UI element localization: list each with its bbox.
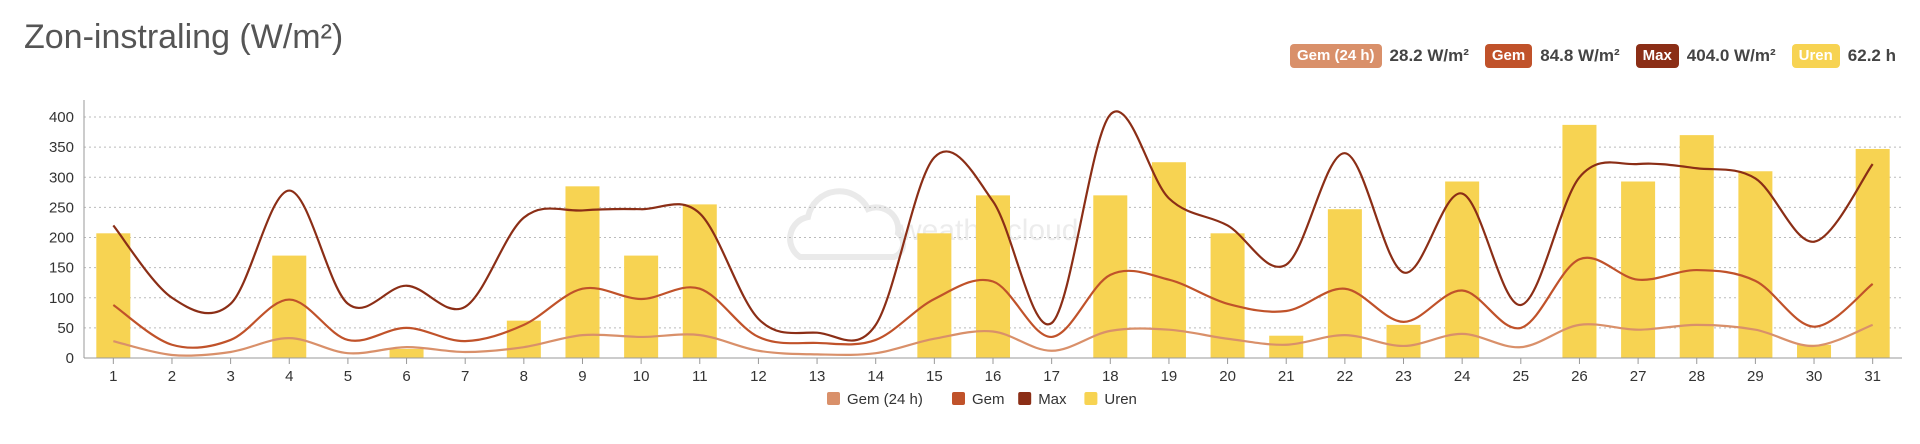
summary-badge-uren: Uren: [1791, 44, 1840, 68]
legend-item[interactable]: Uren: [1084, 391, 1137, 408]
summary-badge-gem: Gem: [1484, 44, 1533, 68]
y-tick-label: 200: [49, 230, 74, 247]
bar-uren: [565, 186, 600, 358]
y-tick-label: 250: [49, 199, 74, 216]
x-tick-label: 7: [461, 368, 469, 385]
x-tick-label: 2: [168, 368, 176, 385]
legend-swatch: [1084, 392, 1098, 405]
bar-uren: [506, 320, 541, 358]
y-tick-label: 150: [49, 260, 74, 277]
x-tick-label: 6: [402, 368, 410, 385]
summary-gem24: Gem (24 h) 28.2 W/m²: [1290, 44, 1469, 68]
x-tick-label: 19: [1161, 368, 1178, 385]
x-tick-label: 1: [109, 368, 117, 385]
x-tick-label: 21: [1278, 368, 1295, 385]
x-tick-label: 9: [578, 368, 586, 385]
x-tick-label: 13: [809, 368, 826, 385]
summary-value-uren: 62.2 h: [1847, 46, 1896, 65]
x-tick-label: 30: [1806, 368, 1823, 385]
legend-label: Max: [1038, 391, 1067, 408]
x-tick-label: 22: [1337, 368, 1354, 385]
bar-uren: [1151, 162, 1186, 358]
summary-badge-max: Max: [1635, 44, 1679, 68]
y-tick-label: 100: [49, 290, 74, 307]
legend-label: Uren: [1104, 391, 1137, 408]
bar-uren: [1562, 124, 1597, 358]
bar-uren: [1445, 181, 1480, 358]
legend-swatch: [952, 392, 965, 405]
bar-uren: [1621, 181, 1656, 358]
bar-uren: [1855, 148, 1890, 358]
x-tick-label: 17: [1043, 368, 1060, 385]
x-tick-label: 10: [633, 368, 650, 385]
x-tick-label: 29: [1747, 368, 1764, 385]
y-tick-label: 300: [49, 169, 74, 186]
watermark-cloud-icon: [787, 188, 907, 260]
x-tick-label: 28: [1688, 368, 1705, 385]
x-tick-label: 12: [750, 368, 767, 385]
line-gem: [112, 256, 1874, 349]
bar-uren: [389, 348, 424, 358]
legend-item[interactable]: Gem (24 h): [827, 391, 923, 408]
summary-value-max: 404.0 W/m²: [1686, 46, 1776, 65]
legend-label: Gem: [972, 391, 1005, 408]
bar-uren: [1386, 324, 1421, 358]
x-tick-label: 3: [226, 368, 234, 385]
summary-value-gem24: 28.2 W/m²: [1389, 46, 1469, 65]
x-tick-label: 5: [344, 368, 352, 385]
bar-uren: [1797, 344, 1832, 358]
legend-label: Gem (24 h): [847, 391, 923, 408]
line-gem-24-h: [113, 323, 1874, 357]
x-tick-label: 25: [1512, 368, 1529, 385]
y-tick-label: 50: [57, 320, 74, 337]
x-tick-label: 20: [1219, 368, 1236, 385]
line-max: [112, 110, 1874, 342]
bar-uren: [624, 255, 659, 358]
x-tick-label: 4: [285, 368, 293, 385]
bar-uren: [1327, 209, 1362, 358]
x-tick-label: 11: [692, 368, 708, 385]
summary-value-gem: 84.8 W/m²: [1540, 46, 1620, 65]
y-tick-label: 350: [49, 139, 74, 156]
x-tick-label: 15: [926, 368, 943, 385]
bar-uren: [1679, 135, 1714, 358]
summary-uren: Uren 62.2 h: [1791, 44, 1896, 68]
summary-max: Max 404.0 W/m²: [1635, 44, 1776, 68]
legend-swatch: [827, 392, 840, 405]
legend-item[interactable]: Max: [1018, 391, 1067, 408]
bar-uren: [96, 233, 131, 358]
x-tick-label: 24: [1454, 368, 1471, 385]
x-tick-label: 31: [1864, 368, 1881, 385]
x-tick-label: 16: [985, 368, 1002, 385]
x-tick-label: 18: [1102, 368, 1119, 385]
chart-title: Zon-instraling (W/m²): [24, 18, 344, 56]
x-tick-label: 8: [520, 368, 528, 385]
x-tick-label: 27: [1630, 368, 1647, 385]
summary-badges: Gem (24 h) 28.2 W/m² Gem 84.8 W/m² Max 4…: [1290, 44, 1896, 68]
y-tick-label: 400: [49, 109, 74, 126]
x-tick-label: 26: [1571, 368, 1588, 385]
bar-uren: [272, 255, 307, 358]
legend-item[interactable]: Gem: [952, 391, 1005, 408]
summary-gem: Gem 84.8 W/m²: [1484, 44, 1620, 68]
summary-badge-gem24: Gem (24 h): [1290, 44, 1382, 68]
bar-uren: [1269, 335, 1304, 358]
x-tick-label: 14: [867, 368, 884, 385]
x-tick-label: 23: [1395, 368, 1412, 385]
y-tick-label: 0: [66, 350, 74, 367]
legend-swatch: [1018, 392, 1032, 405]
